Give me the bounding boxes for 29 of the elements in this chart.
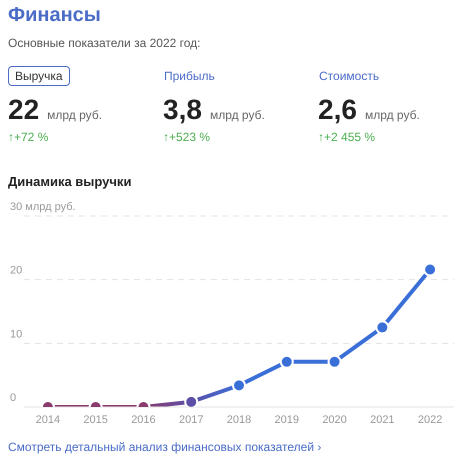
x-tick-label: 2021 (370, 414, 395, 426)
text: млрд руб. (364, 108, 420, 122)
x-tick-label: 2017 (178, 414, 204, 426)
text: 2,6 (318, 94, 357, 125)
x-tick-label: 2022 (418, 414, 442, 426)
text: ↑+72 % (8, 130, 50, 144)
y-tick-label: 20 (10, 264, 22, 277)
text: Основные показатели за 2022 год: (8, 36, 200, 50)
text: 22 (8, 94, 40, 125)
text: млрд руб. (47, 108, 102, 122)
x-tick-label: 2014 (36, 414, 60, 426)
text: ↑+523 % (163, 130, 212, 144)
text: Прибыль (163, 68, 216, 85)
x-tick-label: 2018 (226, 414, 252, 426)
text: ↑+2 455 % (318, 130, 376, 144)
text: 3,8 (163, 94, 202, 125)
text: Смотреть детальный анализ финансовых показателей › (8, 440, 322, 454)
chart-title: Динамика выручки (8, 174, 132, 189)
text: млрд руб. (210, 108, 265, 122)
x-tick-label: 2015 (83, 414, 108, 426)
text: Стоимость (318, 68, 380, 85)
x-tick-label: 2019 (274, 414, 300, 426)
y-tick-label: 30 млрд руб. (10, 201, 76, 213)
y-tick-label: 0 (10, 392, 16, 404)
text: Финансы (8, 4, 101, 27)
x-tick-label: 2016 (131, 414, 156, 426)
text: Выручка (8, 66, 70, 86)
x-tick-label: 2020 (322, 414, 347, 426)
y-tick-label: 10 (10, 328, 22, 340)
